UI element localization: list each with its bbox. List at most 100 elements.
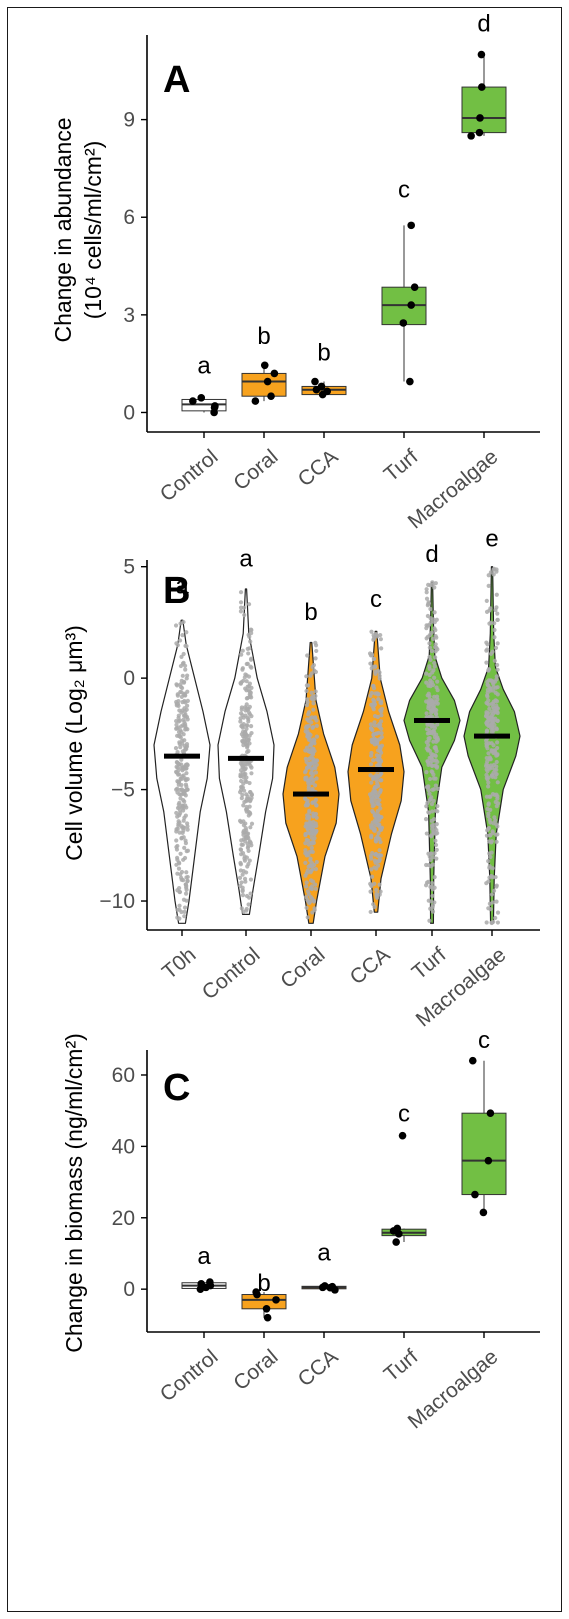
panel-b-cloud-point <box>183 667 188 672</box>
panel-b-cloud-point <box>484 713 489 719</box>
panel-b-cloud-point <box>427 664 432 669</box>
panel-b-cloud-point <box>246 809 251 815</box>
panel-b-cloud-point <box>494 804 499 809</box>
panel-a-y-tick-label: 3 <box>123 304 135 327</box>
panel-b-cloud-point <box>369 753 374 758</box>
panel-b-cloud-point <box>486 583 491 588</box>
panel-b-cloud-point <box>312 836 317 841</box>
panel-b-cloud-point <box>430 893 435 898</box>
panel-a-sig-letter: a <box>197 352 211 379</box>
panel-b-cloud-point <box>491 743 496 748</box>
panel-b-cloud-point <box>240 792 245 797</box>
panel-b-cloud-point <box>485 763 490 768</box>
panel-b-cloud-point <box>304 851 309 856</box>
panel-b-cloud-point <box>304 775 309 780</box>
panel-b-cloud-point <box>241 775 246 780</box>
panel-b-cloud-point <box>241 837 246 842</box>
panel-b-cloud-point <box>309 750 314 755</box>
panel-b-cloud-point <box>310 879 316 884</box>
panel-b-cloud-point <box>373 784 378 790</box>
panel-b-cloud-point <box>495 718 500 723</box>
panel-a-sig-letter: b <box>317 339 330 366</box>
panel-b-cloud-point <box>175 786 180 791</box>
panel-b-cloud-point <box>431 668 436 673</box>
panel-b-cloud-point <box>308 863 313 868</box>
panel-c-y-tick-label: 0 <box>123 1278 135 1301</box>
panel-b-cloud-point <box>174 838 179 843</box>
panel-a-y-tick-label: 0 <box>123 401 135 424</box>
panel-b-cloud-point <box>244 726 249 731</box>
panel-b-median-bar <box>414 717 450 723</box>
panel-b-cloud-point <box>434 617 439 622</box>
panel-b-cloud-point <box>238 605 244 610</box>
panel-b-cloud-point <box>487 706 492 711</box>
panel-b-cloud-point <box>376 859 382 864</box>
panel-b-cloud-point <box>247 646 252 651</box>
panel-b-cloud-point <box>434 748 439 754</box>
panel-c-data-point <box>486 1109 495 1117</box>
panel-b-cloud-point <box>182 905 188 910</box>
panel-b-cloud-point <box>314 734 319 739</box>
panel-b-sig-letter: b <box>304 599 317 626</box>
panel-b-cloud-point <box>178 872 183 877</box>
panel-a-data-point <box>189 397 197 405</box>
panel-b-cloud-point <box>178 811 183 816</box>
panel-b-cloud-point <box>435 688 440 693</box>
panel-b-cloud-point <box>176 761 181 766</box>
panel-a: A Change in abundance (10⁴ cells/ml/cm²)… <box>50 11 540 533</box>
panel-b-cloud-point <box>431 787 437 792</box>
panel-b-cloud-point <box>372 817 378 823</box>
panel-b-cloud-point <box>369 666 374 671</box>
panel-b-cloud-point <box>247 733 252 738</box>
panel-b-cloud-point <box>495 910 501 915</box>
panel-b-cloud-point <box>429 801 435 807</box>
panel-b-cloud-point <box>183 841 189 846</box>
panel-b-cloud-point <box>247 694 252 700</box>
panel-b-cloud-point <box>368 889 373 894</box>
panel-b-cloud-point <box>176 713 181 718</box>
panel-b-cloud-point <box>435 804 440 809</box>
panel-b-cloud-point <box>241 832 246 838</box>
panel-c-sig-letter: b <box>257 1270 270 1297</box>
panel-b-cloud-point <box>425 731 430 736</box>
panel-b-cloud-point <box>313 830 318 835</box>
panel-c-data-point <box>263 1313 272 1322</box>
panel-b-cloud-point <box>181 717 186 722</box>
panel-b-cloud-point <box>314 723 319 728</box>
panel-a-sig-letter: c <box>398 177 410 204</box>
panel-a-y-tick-label: 6 <box>123 206 135 229</box>
panel-b-cloud-point <box>495 780 500 785</box>
panel-b-cloud-point <box>176 866 182 871</box>
panel-b-cloud-point <box>486 751 491 756</box>
panel-b-cloud-point <box>310 756 316 761</box>
panel-b-cloud-point <box>176 821 181 826</box>
panel-b-cloud-point <box>369 867 374 872</box>
panel-b-cloud-point <box>247 780 252 786</box>
panel-b-cloud-point <box>428 606 433 612</box>
panel-b-cloud-point <box>304 871 309 876</box>
panel-b-cloud-point <box>424 587 429 592</box>
panel-b-cloud-point <box>248 627 254 632</box>
panel-b-cloud-point <box>430 709 435 714</box>
panel-b-cloud-point <box>176 779 181 785</box>
panel-b-cloud-point <box>244 906 249 912</box>
panel-b-cloud-point <box>368 773 373 778</box>
panel-b-cloud-point <box>177 916 182 921</box>
panel-b-cloud-point <box>183 727 188 732</box>
panel-b-cloud-point <box>178 851 183 856</box>
panel-b-cloud-point <box>374 823 379 828</box>
panel-b-cloud-point <box>430 770 435 775</box>
panel-a-data-point <box>476 114 484 122</box>
panel-b-cloud-point <box>492 621 497 626</box>
panel-a-y-tick-label: 9 <box>123 109 135 132</box>
panel-b-cloud-point <box>376 668 381 673</box>
panel-b-cloud-point <box>178 684 184 690</box>
panel-b-cloud-point <box>303 833 308 838</box>
panel-b-cloud-point <box>489 892 495 897</box>
panel-c-x-tick-label: Control <box>156 1345 223 1406</box>
panel-b-cloud-point <box>433 633 438 639</box>
panel-b-cloud-point <box>238 711 244 716</box>
panel-b-cloud-point <box>426 703 431 709</box>
panel-b-cloud-point <box>486 780 491 785</box>
panel-b-cloud-point <box>368 762 374 767</box>
